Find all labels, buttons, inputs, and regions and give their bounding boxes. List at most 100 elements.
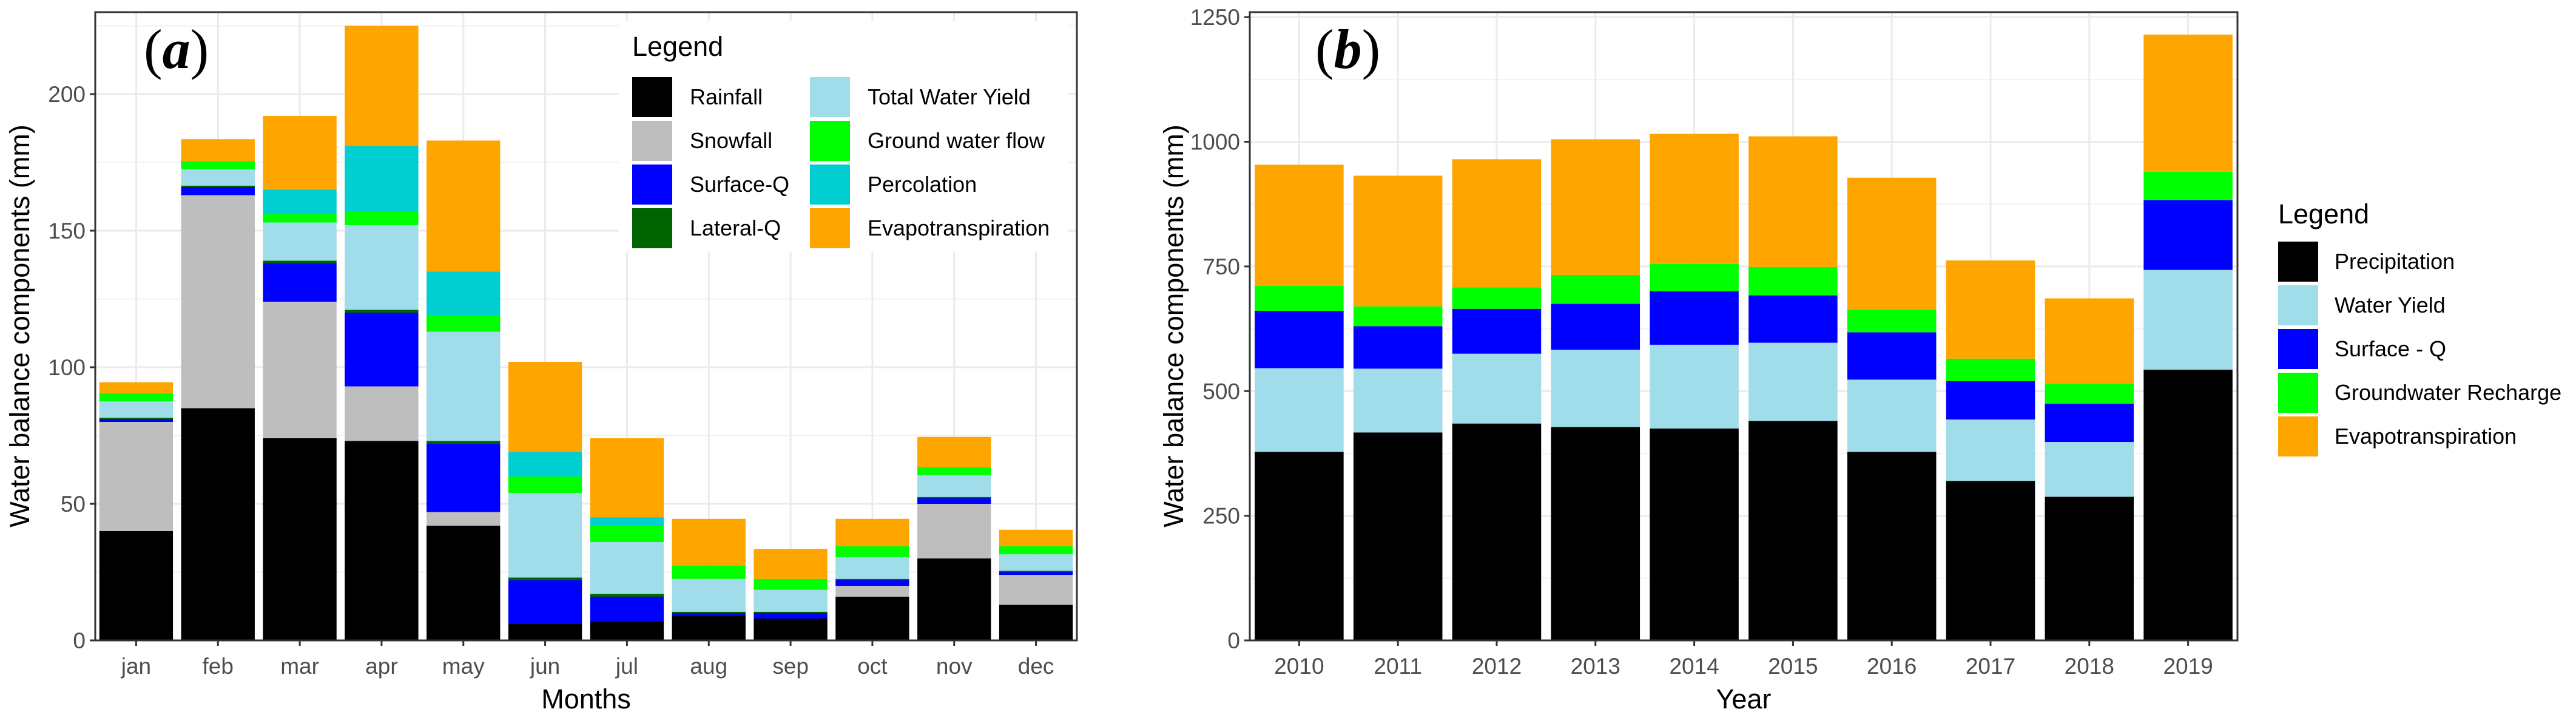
bar-segment-jul-percolation <box>590 517 664 526</box>
bar-segment-may-lateral-q <box>427 441 501 444</box>
bar-segment-feb-surface-q <box>181 187 255 195</box>
legend-key-surface-q <box>632 165 672 205</box>
bar-segment-may-evapotranspiration <box>427 140 501 272</box>
legend-key-precipitation <box>2278 242 2318 282</box>
bar-segment-feb-total-water-yield <box>181 169 255 186</box>
x-tick-label: 2011 <box>1374 654 1422 679</box>
x-axis-title: Months <box>541 684 631 714</box>
bar-segment-jun-evapotranspiration <box>508 362 582 452</box>
bar-segment-apr-lateral-q <box>345 310 419 313</box>
bar-segment-dec-ground-water-flow <box>999 546 1073 555</box>
panel-tag: (b) <box>1315 18 1380 80</box>
bar-segment-2010-evapotranspiration <box>1255 165 1344 286</box>
bar-segment-2016-water-yield <box>1847 379 1937 452</box>
legend-label-water-yield: Water Yield <box>2335 293 2446 317</box>
panel-a-months: 0 50 100 150 200 jan feb mar apr may jun jul aug sep o… <box>4 11 1078 714</box>
legend-title: Legend <box>632 31 723 62</box>
x-tick-label: feb <box>203 654 234 679</box>
legend-key-evapotranspiration <box>2278 416 2318 456</box>
legend-label-ground-water-flow: Ground water flow <box>868 128 1045 153</box>
x-tick-label: 2010 <box>1274 654 1324 679</box>
bar-segment-feb-lateral-q <box>181 185 255 187</box>
bar-segment-2015-precipitation <box>1748 421 1838 640</box>
bar-segment-feb-evapotranspiration <box>181 139 255 161</box>
bar-segment-sep-rainfall <box>754 619 828 640</box>
bar-segment-apr-ground-water-flow <box>345 211 419 225</box>
bar-segment-2017-evapotranspiration <box>1946 260 2035 359</box>
x-tick-label: 2012 <box>1472 654 1522 679</box>
y-tick-label: 0 <box>1227 628 1240 653</box>
bar-segment-jan-ground-water-flow <box>99 393 174 402</box>
bar-segment-jan-snowfall <box>99 422 174 531</box>
bar-segment-aug-surface-q <box>672 613 746 616</box>
bar-segment-2017-water-yield <box>1946 419 2035 481</box>
legend: Legend Rainfall Snowfall Surface-Q Lateral-Q… <box>619 21 1068 252</box>
x-tick-label: oct <box>857 654 888 679</box>
bar-segment-nov-surface-q <box>917 498 991 504</box>
bar-segment-mar-lateral-q <box>263 260 337 263</box>
bar-segment-jun-ground-water-flow <box>508 477 582 493</box>
bar-segment-aug-lateral-q <box>672 611 746 613</box>
panel-tag-close-paren: ) <box>1362 18 1381 80</box>
bar-segment-sep-ground-water-flow <box>754 578 828 590</box>
bar-segment-2015-water-yield <box>1748 342 1838 421</box>
legend-title: Legend <box>2278 198 2369 229</box>
y-tick-label: 150 <box>48 219 86 243</box>
bar-segment-apr-surface-q <box>345 313 419 387</box>
x-tick-label: 2016 <box>1867 654 1917 679</box>
bar-segment-jul-lateral-q <box>590 594 664 597</box>
panel-tag: (a) <box>144 18 209 80</box>
x-tick-label: mar <box>280 654 319 679</box>
x-tick-label: 2019 <box>2163 654 2213 679</box>
bar-segment-2013-precipitation <box>1551 427 1640 640</box>
bar-segment-dec-rainfall <box>999 605 1073 640</box>
legend-label-total-water-yield: Total Water Yield <box>868 84 1031 109</box>
bar-segment-mar-percolation <box>263 189 337 214</box>
plot-border <box>94 11 1078 642</box>
legend-label-percolation: Percolation <box>868 172 977 197</box>
legend-label-lateral-q: Lateral-Q <box>690 215 781 240</box>
bar-segment-jun-lateral-q <box>508 577 582 580</box>
bar-segment-may-ground-water-flow <box>427 315 501 332</box>
bar-segment-2012-evapotranspiration <box>1452 159 1542 288</box>
bar-segment-mar-rainfall <box>263 438 337 640</box>
bar-segment-2011-surface-q <box>1353 326 1443 369</box>
legend-key-water-yield <box>2278 285 2318 325</box>
bar-segment-oct-rainfall <box>835 597 909 640</box>
bar-segment-jan-rainfall <box>99 531 174 640</box>
bar-segment-sep-surface-q <box>754 613 828 619</box>
bar-segment-2019-evapotranspiration <box>2143 34 2233 172</box>
bar-segment-jan-total-water-yield <box>99 401 174 418</box>
bar-segment-2019-groundwater-recharge <box>2143 171 2233 200</box>
bar-segment-2017-surface-q <box>1946 381 2035 420</box>
x-tick-label: jan <box>121 654 151 679</box>
plot-border <box>1249 11 2239 642</box>
y-tick-label: 250 <box>1202 504 1240 529</box>
y-tick-label: 1250 <box>1190 5 1240 30</box>
legend-key-ground-water-flow <box>810 121 850 161</box>
bar-segment-2011-precipitation <box>1353 432 1443 640</box>
bar-segment-nov-lateral-q <box>917 497 991 498</box>
bar-segment-2015-groundwater-recharge <box>1748 266 1838 296</box>
bar-segment-2010-water-yield <box>1255 368 1344 452</box>
bar-segment-oct-evapotranspiration <box>835 518 909 546</box>
bar-segment-jul-ground-water-flow <box>590 526 664 542</box>
bar-segment-may-percolation <box>427 271 501 316</box>
legend-key-rainfall <box>632 77 672 117</box>
y-tick-label: 750 <box>1202 254 1240 279</box>
legend-key-groundwater-recharge <box>2278 373 2318 413</box>
x-tick-label: jun <box>530 654 560 679</box>
bar-segment-jun-surface-q <box>508 580 582 624</box>
bar-segment-apr-percolation <box>345 146 419 212</box>
panel-tag-open-paren: ( <box>144 18 163 80</box>
bar-segment-2017-precipitation <box>1946 481 2035 640</box>
bar-segment-2012-water-yield <box>1452 353 1542 424</box>
panel-tag-open-paren: ( <box>1315 18 1334 80</box>
y-tick-label: 200 <box>48 82 86 107</box>
bar-segment-mar-snowfall <box>263 302 337 438</box>
bar-segment-2013-water-yield <box>1551 350 1640 427</box>
bar-segment-2014-evapotranspiration <box>1650 134 1739 264</box>
y-tick-label: 100 <box>48 355 86 380</box>
bar-segment-2014-groundwater-recharge <box>1650 263 1739 291</box>
